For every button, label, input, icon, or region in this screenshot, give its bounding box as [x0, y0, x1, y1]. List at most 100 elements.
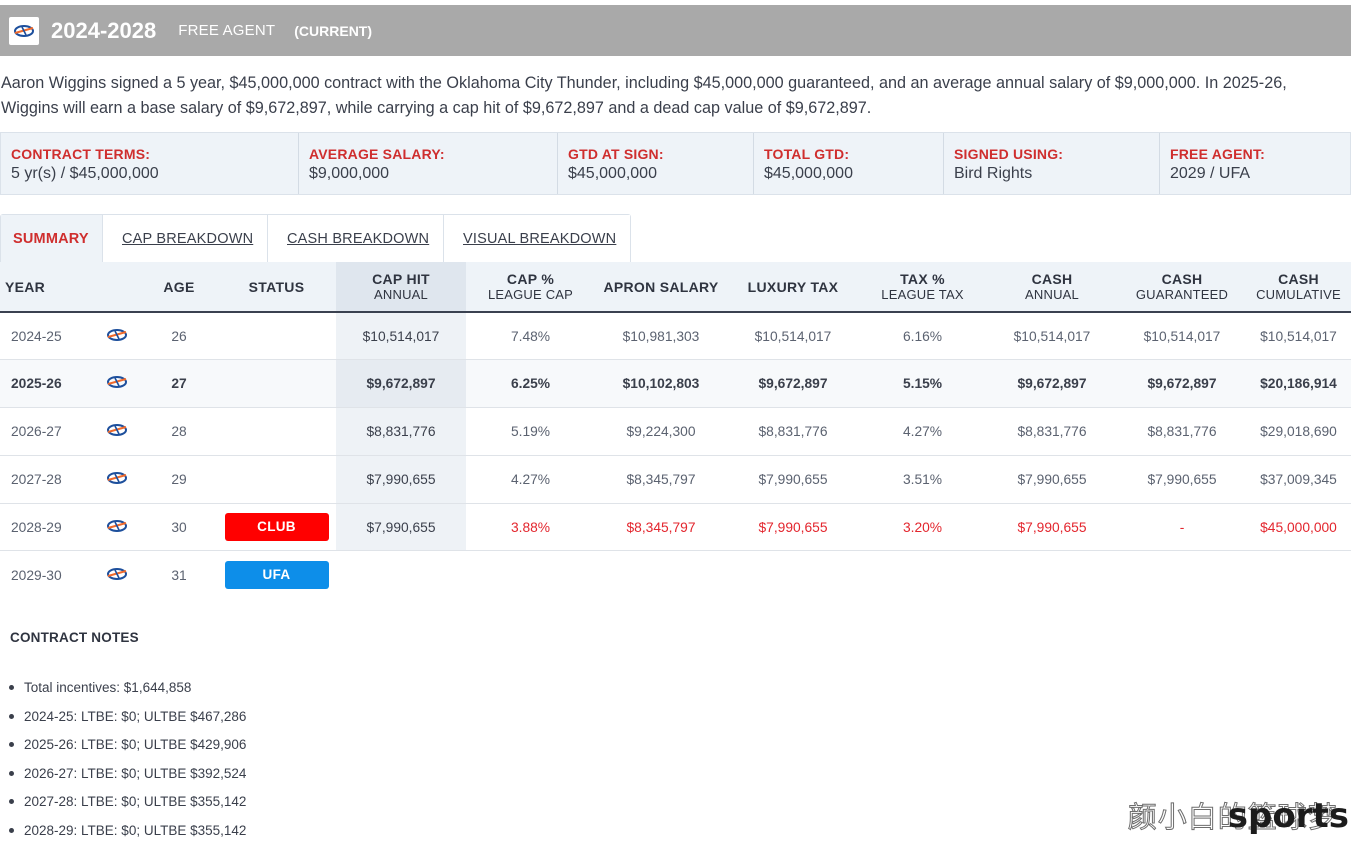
- cell-apron-salary: [595, 551, 727, 599]
- thunder-logo-icon[interactable]: [106, 567, 128, 584]
- cell-cash-annual: $10,514,017: [986, 312, 1118, 361]
- table-row: 2024-25 26 $10,514,017 7.48% $10,981,303 $10,…: [0, 312, 1351, 361]
- cell-team: [93, 359, 141, 409]
- thunder-logo-icon[interactable]: [106, 471, 128, 488]
- cell-luxury-tax: $7,990,655: [727, 503, 859, 552]
- table-row: 2027-28 29 $7,990,655 4.27% $8,345,797 $7,990…: [0, 455, 1351, 504]
- cell-team: [93, 455, 141, 504]
- cell-cash-guaranteed: $7,990,655: [1118, 455, 1246, 504]
- cell-cap-hit: $7,990,655: [336, 455, 466, 504]
- col-main: TAX %: [900, 270, 945, 287]
- col-cap-pct[interactable]: CAP % LEAGUE CAP: [466, 262, 595, 313]
- tab-cash-breakdown[interactable]: CASH BREAKDOWN: [268, 215, 444, 263]
- col-cash-cumulative[interactable]: CASH CUMULATIVE: [1246, 262, 1351, 313]
- cell-apron-salary: $10,981,303: [595, 312, 727, 361]
- contract-summary: Aaron Wiggins signed a 5 year, $45,000,0…: [1, 74, 1287, 117]
- col-apron-salary[interactable]: APRON SALARY: [595, 262, 727, 313]
- cell-cap-hit: [336, 550, 466, 599]
- thunder-logo-icon[interactable]: [106, 423, 128, 440]
- cell-tax-pct: [859, 551, 986, 599]
- col-luxury-tax[interactable]: LUXURY TAX: [727, 262, 859, 313]
- contract-years: 2024-2028: [51, 17, 157, 43]
- table-header-row: YEAR AGE STATUS CAP HIT ANNUAL CAP % LEAGU…: [0, 262, 1351, 313]
- note-item: Total incentives: $1,644,858: [8, 678, 246, 707]
- cell-status: [217, 455, 336, 504]
- note-item: 2028-29: LTBE: $0; ULTBE $355,142: [8, 821, 246, 850]
- col-sub: ANNUAL: [1025, 286, 1079, 302]
- cell-age: 28: [141, 407, 217, 456]
- contract-notes-list: Total incentives: $1,644,858 2024-25: LT…: [8, 678, 246, 850]
- term-average-salary: AVERAGE SALARY: $9,000,000: [299, 133, 558, 194]
- cell-cap-hit: $10,514,017: [336, 312, 466, 361]
- cell-year: 2025-26: [0, 359, 93, 409]
- cell-status: UFA: [217, 551, 336, 599]
- thunder-logo-icon[interactable]: [106, 519, 128, 536]
- cell-age: 30: [141, 503, 217, 552]
- term-value: $9,000,000: [309, 165, 390, 182]
- cell-age: 29: [141, 455, 217, 504]
- note-item: 2024-25: LTBE: $0; ULTBE $467,286: [8, 707, 246, 736]
- term-value: Bird Rights: [954, 165, 1033, 182]
- cell-cap-pct: 5.19%: [466, 407, 595, 456]
- table-row: 2029-30 31 UFA: [0, 550, 1351, 599]
- term-label: SIGNED USING:: [954, 146, 1064, 162]
- col-team: [93, 262, 141, 313]
- cell-cash-cumulative: $29,018,690: [1246, 407, 1351, 456]
- cell-apron-salary: $9,224,300: [595, 407, 727, 456]
- col-cash-annual[interactable]: CASH ANNUAL: [986, 262, 1118, 313]
- cell-age: 27: [141, 359, 217, 409]
- col-year[interactable]: YEAR: [0, 262, 93, 313]
- cell-cap-pct: 7.48%: [466, 312, 595, 361]
- cell-cash-annual: $7,990,655: [986, 455, 1118, 504]
- table-row: 2026-27 28 $8,831,776 5.19% $9,224,300 $8,831…: [0, 407, 1351, 456]
- col-status[interactable]: STATUS: [217, 262, 336, 313]
- cell-status: CLUB: [217, 503, 336, 552]
- col-cap-hit[interactable]: CAP HIT ANNUAL: [336, 262, 466, 313]
- cell-luxury-tax: [727, 551, 859, 599]
- col-cash-guaranteed[interactable]: CASH GUARANTEED: [1118, 262, 1246, 313]
- contract-notes-title: CONTRACT NOTES: [10, 630, 139, 645]
- club-option-badge: CLUB: [224, 513, 329, 542]
- cell-luxury-tax: $8,831,776: [727, 407, 859, 456]
- table-row: 2028-29 30 CLUB $7,990,655 3.88% $8,345,797 $7…: [0, 503, 1351, 552]
- cell-cash-annual: $9,672,897: [986, 359, 1118, 409]
- cell-cap-pct: [466, 551, 595, 599]
- cell-year: 2024-25: [0, 312, 93, 361]
- cell-team: [93, 407, 141, 456]
- cell-apron-salary: $10,102,803: [595, 359, 727, 409]
- tab-visual-breakdown[interactable]: VISUAL BREAKDOWN: [444, 215, 630, 263]
- cell-cash-cumulative: $37,009,345: [1246, 455, 1351, 504]
- cell-tax-pct: 4.27%: [859, 407, 986, 456]
- thunder-logo-icon[interactable]: [106, 376, 128, 392]
- col-main: CASH: [1278, 270, 1319, 287]
- tab-cap-breakdown[interactable]: CAP BREAKDOWN: [103, 215, 268, 263]
- cell-luxury-tax: $7,990,655: [727, 455, 859, 504]
- watermark-cn: 颜小白的篮球梦: [1127, 800, 1338, 835]
- col-sub: GUARANTEED: [1135, 286, 1229, 302]
- breakdown-tabs: SUMMARY CAP BREAKDOWN CASH BREAKDOWN VIS…: [0, 214, 631, 263]
- cell-cash-cumulative: $45,000,000: [1246, 503, 1351, 552]
- term-label: TOTAL GTD:: [764, 146, 850, 162]
- note-item: 2027-28: LTBE: $0; ULTBE $355,142: [8, 792, 246, 821]
- thunder-logo-icon[interactable]: [106, 328, 128, 345]
- cell-luxury-tax: $9,672,897: [727, 359, 859, 409]
- cell-apron-salary: $8,345,797: [595, 503, 727, 552]
- col-age[interactable]: AGE: [141, 262, 217, 313]
- col-sub: LEAGUE CAP: [487, 286, 574, 302]
- term-label: GTD AT SIGN:: [568, 146, 664, 162]
- cell-cap-pct: 3.88%: [466, 503, 595, 552]
- term-gtd-at-sign: GTD AT SIGN: $45,000,000: [558, 133, 754, 194]
- col-tax-pct[interactable]: TAX % LEAGUE TAX: [859, 262, 986, 313]
- cell-luxury-tax: $10,514,017: [727, 312, 859, 361]
- tab-summary[interactable]: SUMMARY: [1, 215, 103, 263]
- term-value: $45,000,000: [764, 165, 853, 182]
- cell-cash-cumulative: $10,514,017: [1246, 312, 1351, 361]
- cell-team: [93, 312, 141, 361]
- cell-apron-salary: $8,345,797: [595, 455, 727, 504]
- cell-status: [217, 359, 336, 409]
- term-value: 2029 / UFA: [1170, 165, 1251, 182]
- col-main: CAP %: [506, 270, 555, 287]
- contract-header: 2024-2028 FREE AGENT (CURRENT): [0, 5, 1351, 56]
- cell-status: [217, 407, 336, 456]
- table-row: 2025-26 27 $9,672,897 6.25% $10,102,803 $9,67…: [0, 359, 1351, 409]
